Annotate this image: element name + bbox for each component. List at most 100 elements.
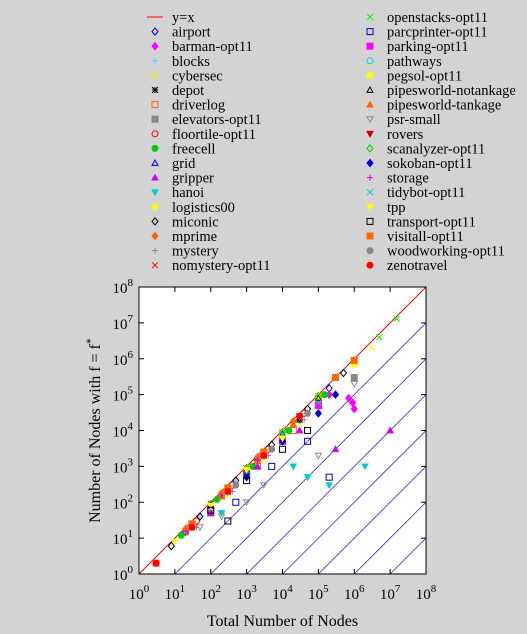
legend-entry-storage: storage <box>367 171 429 187</box>
x-tick-label-6: 106 <box>344 583 365 603</box>
legend-label: openstacks-opt11 <box>387 10 488 26</box>
point-psr-small-4 <box>314 452 323 460</box>
point-barman-opt11-3 <box>350 404 358 414</box>
legend-marker <box>366 261 374 269</box>
legend-label: gripper <box>172 171 214 187</box>
point-pipesworld-tankage-2 <box>289 420 298 428</box>
legend-label: pipesworld-tankage <box>387 98 501 114</box>
legend-marker <box>366 100 374 108</box>
legend-marker <box>366 130 374 138</box>
series-storage <box>182 457 261 535</box>
legend-label: parcprinter-opt11 <box>387 25 488 41</box>
y-tick-label-3: 103 <box>113 456 134 476</box>
point-tidybot-opt11-2 <box>315 399 322 406</box>
legend-label: y=x <box>172 10 195 26</box>
legend-marker <box>366 71 374 79</box>
point-visitall-opt11-5 <box>350 356 358 364</box>
point-woodworking-opt11-1 <box>268 445 276 453</box>
legend-label: hanoi <box>172 185 204 201</box>
point-transport-opt11-3 <box>304 427 312 434</box>
legend-entry-psr-small: psr-small <box>366 112 441 128</box>
legend-marker <box>151 217 159 226</box>
point-zenotravel-1 <box>188 523 196 531</box>
legend-entry-scanalyzer-opt11: scanalyzer-opt11 <box>366 141 485 157</box>
legend-label: depot <box>172 83 204 99</box>
legend-entry-hanoi: hanoi <box>151 185 204 201</box>
legend-marker <box>366 158 374 168</box>
legend-entry-floortile-opt11: floortile-opt11 <box>151 127 256 143</box>
point-hanoi-4 <box>303 474 312 482</box>
legend-label: miconic <box>172 214 219 230</box>
legend-marker <box>151 173 159 181</box>
legend-marker <box>151 144 159 152</box>
y-tick-label-1: 101 <box>113 528 134 548</box>
y-tick-label-2: 102 <box>113 492 134 512</box>
point-storage-1 <box>218 492 225 499</box>
legend-label: floortile-opt11 <box>172 127 256 143</box>
point-woodworking-opt11-0 <box>232 481 240 489</box>
legend: y=xairportbarman-opt11blockscybersecdepo… <box>147 10 516 274</box>
legend-entry-grid: grid <box>151 156 196 172</box>
point-tpp-1 <box>206 502 215 510</box>
legend-marker <box>366 203 374 211</box>
y-tick-label-5: 105 <box>113 385 134 405</box>
reference-line-6 <box>353 501 426 574</box>
legend-label: storage <box>387 171 429 187</box>
legend-marker <box>151 130 159 138</box>
legend-entry-tidybot-opt11: tidybot-opt11 <box>366 185 465 201</box>
data-points <box>139 287 426 574</box>
reference-line-3 <box>246 394 426 574</box>
point-elevators-opt11-4 <box>350 374 358 382</box>
point-transport-opt11-1 <box>243 477 251 485</box>
legend-label: grid <box>172 156 196 172</box>
legend-entry-tpp: tpp <box>366 200 406 216</box>
point-psr-small-0 <box>196 524 204 532</box>
series-woodworking-opt11 <box>232 409 312 489</box>
x-tick-label-4: 104 <box>272 583 293 603</box>
legend-marker <box>366 85 374 93</box>
point-psr-small-3 <box>259 482 268 490</box>
point-miconic-5 <box>339 368 348 378</box>
legend-marker <box>151 202 159 212</box>
point-parcprinter-opt11-1 <box>268 462 276 470</box>
series-psr-small <box>196 380 359 532</box>
legend-entry-freecell: freecell <box>151 141 215 157</box>
point-zenotravel-0 <box>152 559 160 567</box>
point-freecell-3 <box>285 427 293 434</box>
point-parking-opt11-1 <box>314 401 322 409</box>
point-barman-opt11-2 <box>345 393 353 403</box>
x-tick-label-0: 100 <box>129 583 150 603</box>
point-hanoi-3 <box>361 463 369 471</box>
legend-entry-cybersec: cybersec <box>151 68 223 84</box>
point-gripper-4 <box>386 426 394 434</box>
legend-entry-pipesworld-notankage: pipesworld-notankage <box>366 83 516 99</box>
point-psr-small-1 <box>217 513 226 521</box>
legend-marker <box>366 42 374 50</box>
legend-entry-blocks: blocks <box>152 54 210 70</box>
legend-marker <box>366 13 374 21</box>
y-axis-label: Number of Nodes with f = f* <box>83 338 104 523</box>
legend-label: cybersec <box>172 68 223 84</box>
point-visitall-opt11-4 <box>331 374 339 382</box>
legend-label: sokoban-opt11 <box>387 156 473 172</box>
legend-entry-parcprinter-opt11: parcprinter-opt11 <box>366 25 488 41</box>
legend-entry-openstacks-opt11: openstacks-opt11 <box>366 10 488 26</box>
point-parcprinter-opt11-2 <box>304 437 312 445</box>
legend-label: rovers <box>387 127 424 143</box>
point-openstacks-opt11-2 <box>375 333 383 341</box>
point-transport-opt11-4 <box>224 517 232 525</box>
point-mystery-3 <box>301 416 308 423</box>
legend-entry-driverlog: driverlog <box>151 98 225 114</box>
legend-label: pathways <box>387 54 442 70</box>
legend-marker <box>151 261 159 269</box>
legend-marker <box>366 232 374 240</box>
point-tpp-3 <box>278 435 287 443</box>
legend-entry-sokoban-opt11: sokoban-opt11 <box>366 156 473 172</box>
legend-marker <box>151 101 159 109</box>
point-storage-2 <box>254 457 261 464</box>
legend-entry-woodworking-opt11: woodworking-opt11 <box>366 244 505 260</box>
y-tick-label-6: 106 <box>113 349 134 369</box>
point-zenotravel-2 <box>224 487 232 495</box>
x-tick-label-1: 101 <box>165 583 186 603</box>
